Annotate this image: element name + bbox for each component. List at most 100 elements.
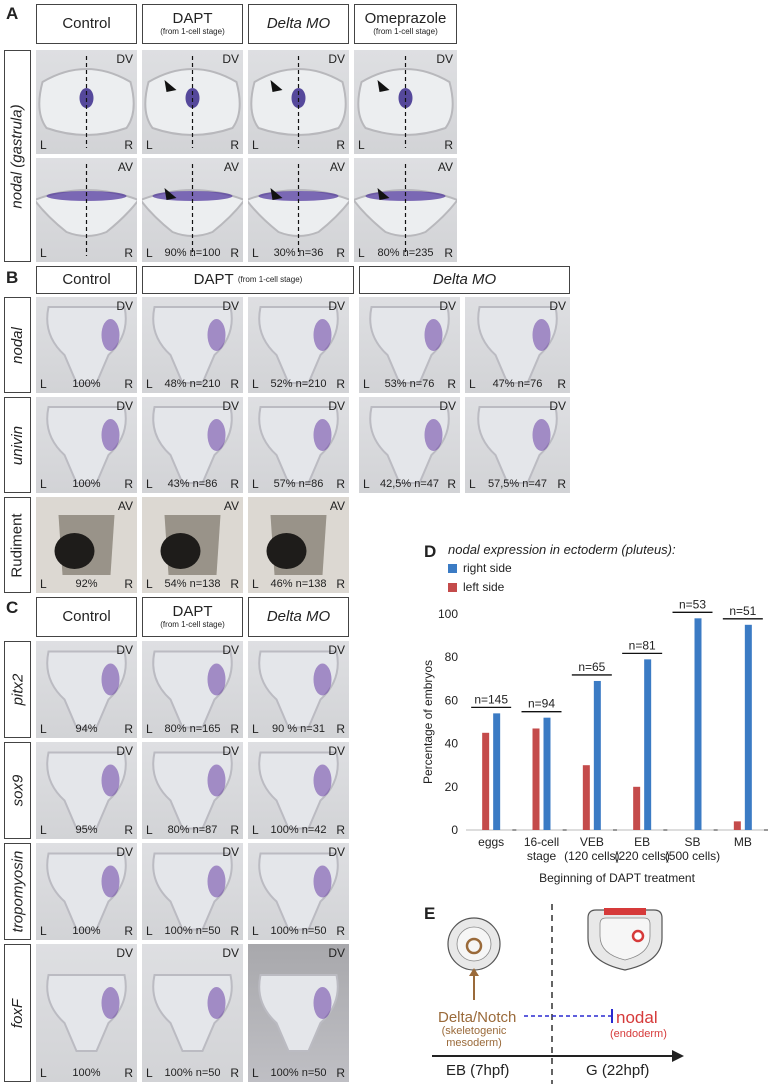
count-label: n=145 xyxy=(474,692,508,706)
right-side-label: R xyxy=(447,477,456,491)
view-label: DV xyxy=(436,52,453,66)
x-tick-label: eggs xyxy=(478,835,504,849)
embryo-drawing xyxy=(46,306,127,384)
embryo-image: AV L R 92% xyxy=(36,497,137,593)
left-side-label: L xyxy=(363,477,370,491)
left-side-label: L xyxy=(40,924,47,938)
panel-c-row-label-foxf: foxF xyxy=(4,944,31,1082)
bar-left-side xyxy=(582,765,590,830)
image-caption: 94% xyxy=(75,723,98,735)
bar-right-side xyxy=(543,717,551,830)
embryo-drawing xyxy=(369,406,450,484)
image-caption: 90 % n=31 xyxy=(272,723,325,735)
right-side-label: R xyxy=(124,577,133,591)
left-side-label: L xyxy=(252,477,259,491)
view-label: DV xyxy=(116,845,133,859)
left-side-label: L xyxy=(40,246,47,260)
panel-b-row-label-rudiment: Rudiment xyxy=(4,497,31,593)
right-side-label: R xyxy=(557,377,566,391)
panel-c-row-label-tropomyosin: tropomyosin xyxy=(4,843,31,940)
panel-b-row-label-univin: univin xyxy=(4,397,31,493)
embryo-image: DV L R 80% n=87 xyxy=(142,742,243,839)
left-side-label: L xyxy=(252,722,259,736)
panel-c-row-label-pitx2: pitx2 xyxy=(4,641,31,738)
embryo-drawing xyxy=(36,164,137,256)
right-side-label: R xyxy=(230,924,239,938)
left-side-label: L xyxy=(146,377,153,391)
legend-swatch-right xyxy=(448,563,457,573)
view-label: DV xyxy=(439,299,456,313)
right-side-label: R xyxy=(447,377,456,391)
embryo-drawing xyxy=(258,650,339,729)
embryo-image: DV L R 57% n=86 xyxy=(248,397,349,493)
embryo-drawing xyxy=(354,164,457,256)
view-label: DV xyxy=(116,299,133,313)
left-side-label: L xyxy=(146,823,153,837)
image-caption: 53% n=76 xyxy=(384,378,435,390)
panel-a-row-label: nodal (gastrula) xyxy=(4,50,31,262)
image-caption: 57% n=86 xyxy=(273,478,324,490)
embryo-drawing xyxy=(142,497,243,593)
right-side-label: R xyxy=(230,138,239,152)
y-tick-label: 0 xyxy=(451,823,458,837)
left-side-label: L xyxy=(469,477,476,491)
nodal-sublabel: (endoderm) xyxy=(610,1028,667,1040)
embryo-image: AV L R 30% n=36 xyxy=(248,158,349,262)
bar-right-side xyxy=(493,713,501,830)
embryo-drawing xyxy=(152,751,233,830)
image-caption: 43% n=86 xyxy=(167,478,218,490)
gastrula-embryo-icon xyxy=(587,908,663,971)
embryo-drawing xyxy=(152,306,233,384)
x-tick-label: VEB xyxy=(580,835,604,849)
embryo-drawing xyxy=(46,852,127,931)
view-label: DV xyxy=(549,299,566,313)
embryo-image: DV L R 100% xyxy=(36,397,137,493)
panel-c-row-label-sox9: sox9 xyxy=(4,742,31,839)
bar-left-side xyxy=(733,821,741,830)
x-axis-label: Beginning of DAPT treatment xyxy=(539,871,696,885)
embryo-image: DV L R 100% n=42 xyxy=(248,742,349,839)
embryo-image: DV L R 100% n=50 xyxy=(142,944,243,1082)
embryo-image: DV L R 42,5% n=47 xyxy=(359,397,460,493)
embryo-drawing xyxy=(248,497,349,593)
right-side-label: R xyxy=(230,377,239,391)
view-label: AV xyxy=(223,160,239,174)
left-side-label: L xyxy=(358,246,365,260)
embryo-drawing xyxy=(477,306,558,384)
embryo-drawing xyxy=(46,650,127,729)
image-caption: 100% n=50 xyxy=(270,925,327,937)
left-side-label: L xyxy=(146,1066,153,1080)
timeline-arrow-head xyxy=(672,1050,684,1062)
left-side-label: L xyxy=(252,823,259,837)
view-label: DV xyxy=(328,744,345,758)
embryo-drawing xyxy=(258,406,339,484)
embryo-drawing xyxy=(46,974,127,1052)
stage-g-label: G (22hpf) xyxy=(586,1062,650,1079)
left-side-label: L xyxy=(146,722,153,736)
view-label: DV xyxy=(328,946,345,960)
panel-d-letter: D xyxy=(424,542,437,561)
left-side-label: L xyxy=(146,924,153,938)
left-side-label: L xyxy=(40,577,47,591)
embryo-drawing xyxy=(258,751,339,830)
embryo-drawing xyxy=(369,306,450,384)
embryo-image: AV L R xyxy=(36,158,137,262)
right-side-label: R xyxy=(336,1066,345,1080)
panel-b-letter: B xyxy=(6,268,19,287)
right-side-label: R xyxy=(230,246,239,260)
bar-left-side xyxy=(633,786,641,830)
view-label: AV xyxy=(437,160,453,174)
bar-right-side xyxy=(593,680,601,830)
panel-a-header-delta-mo: Delta MO xyxy=(248,4,349,44)
y-tick-label: 40 xyxy=(445,737,459,751)
image-caption: 80% n=235 xyxy=(377,247,434,259)
nodal-label: nodal xyxy=(616,1008,658,1027)
embryo-image: DV L R 53% n=76 xyxy=(359,297,460,393)
delta-notch-nodal-diagram xyxy=(432,904,684,1084)
embryo-image: DV L R 43% n=86 xyxy=(142,397,243,493)
right-side-label: R xyxy=(336,577,345,591)
embryo-drawing xyxy=(144,56,241,148)
left-side-label: L xyxy=(40,138,47,152)
image-caption: 100% xyxy=(72,378,101,390)
bar-left-side xyxy=(532,728,540,830)
